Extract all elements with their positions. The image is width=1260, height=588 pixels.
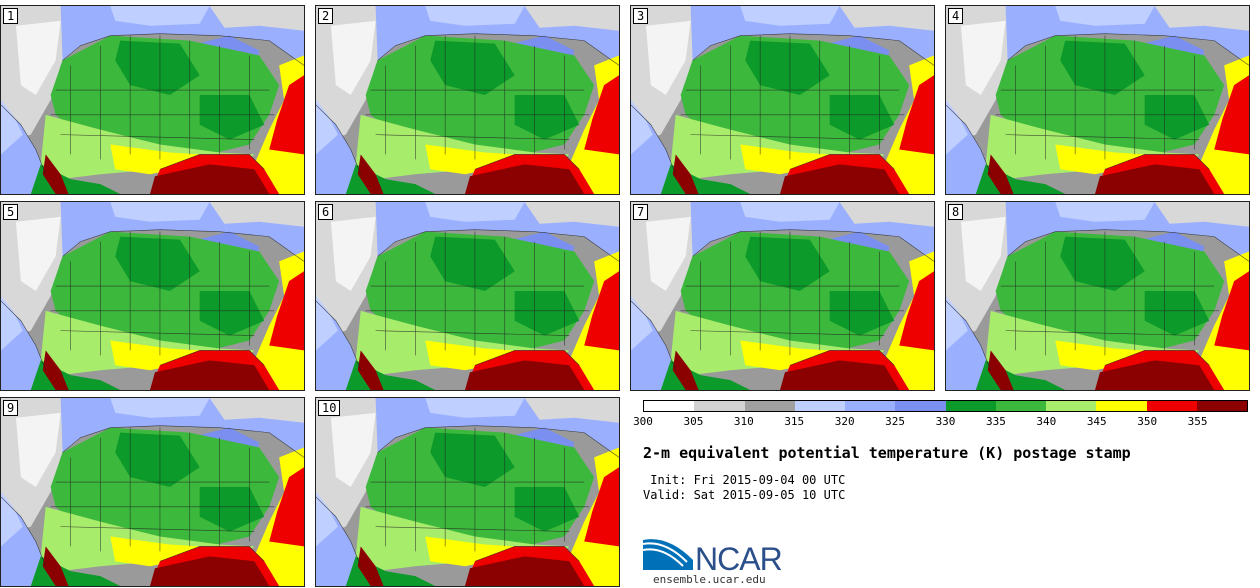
figure-title: 2-m equivalent potential temperature (K)… xyxy=(643,444,1131,462)
logo-text: NCAR xyxy=(695,541,782,575)
member-label: 10 xyxy=(318,400,341,416)
colorbar-tick-label: 355 xyxy=(1187,415,1208,428)
colorbar-swatch xyxy=(1146,401,1197,411)
ensemble-member-map: 8 xyxy=(945,201,1250,391)
colorbar-tick-label: 340 xyxy=(1036,415,1057,428)
colorbar-tick-label: 320 xyxy=(834,415,855,428)
init-time: Init: Fri 2015-09-04 00 UTC xyxy=(643,473,846,487)
ensemble-member-map: 7 xyxy=(630,201,935,391)
colorbar-tick-label: 310 xyxy=(733,415,754,428)
member-label: 2 xyxy=(318,8,334,24)
colorbar-tick-label: 330 xyxy=(935,415,956,428)
ensemble-member-map: 4 xyxy=(945,5,1250,195)
ensemble-member-map: 5 xyxy=(0,201,305,391)
colorbar-swatch xyxy=(694,401,745,411)
map-field xyxy=(1,398,304,586)
colorbar-swatch xyxy=(895,401,946,411)
map-field xyxy=(1,6,304,194)
map-field xyxy=(631,202,934,390)
member-label: 9 xyxy=(3,400,19,416)
colorbar-swatch xyxy=(644,401,695,411)
colorbar-swatch xyxy=(845,401,896,411)
site-url: ensemble.ucar.edu xyxy=(653,573,766,586)
map-field xyxy=(946,202,1249,390)
member-label: 6 xyxy=(318,204,334,220)
colorbar-swatch xyxy=(945,401,996,411)
map-field xyxy=(316,398,619,586)
colorbar-tick-label: 315 xyxy=(784,415,805,428)
colorbar-tick-label: 335 xyxy=(985,415,1006,428)
map-field xyxy=(631,6,934,194)
colorbar-tick-label: 345 xyxy=(1086,415,1107,428)
colorbar-swatch xyxy=(1096,401,1147,411)
member-label: 8 xyxy=(948,204,964,220)
map-field xyxy=(946,6,1249,194)
ensemble-member-map: 1 xyxy=(0,5,305,195)
ncar-logo: NCAR xyxy=(642,530,803,577)
member-label: 5 xyxy=(3,204,19,220)
colorbar-swatch xyxy=(794,401,845,411)
ensemble-member-map: 2 xyxy=(315,5,620,195)
colorbar-tick-label: 325 xyxy=(885,415,906,428)
member-label: 1 xyxy=(3,8,19,24)
ensemble-member-map: 6 xyxy=(315,201,620,391)
member-label: 7 xyxy=(633,204,649,220)
ensemble-member-map: 10 xyxy=(315,397,620,587)
colorbar-ticks: 300 305 310 315 320 325 330 335 340 345 350 355 xyxy=(633,415,1248,429)
ensemble-member-map: 3 xyxy=(630,5,935,195)
member-label: 4 xyxy=(948,8,964,24)
colorbar-swatch xyxy=(744,401,795,411)
colorbar-tick-label: 305 xyxy=(683,415,704,428)
colorbar-tick-label: 300 xyxy=(633,415,653,428)
ensemble-member-map: 9 xyxy=(0,397,305,587)
colorbar-swatch xyxy=(995,401,1046,411)
member-label: 3 xyxy=(633,8,649,24)
colorbar-swatch xyxy=(1196,401,1247,411)
colorbar-tick-label: 350 xyxy=(1137,415,1158,428)
colorbar-swatch xyxy=(1046,401,1097,411)
map-field xyxy=(316,202,619,390)
valid-time: Valid: Sat 2015-09-05 10 UTC xyxy=(643,488,846,502)
colorbar xyxy=(643,400,1248,412)
map-field xyxy=(316,6,619,194)
map-field xyxy=(1,202,304,390)
